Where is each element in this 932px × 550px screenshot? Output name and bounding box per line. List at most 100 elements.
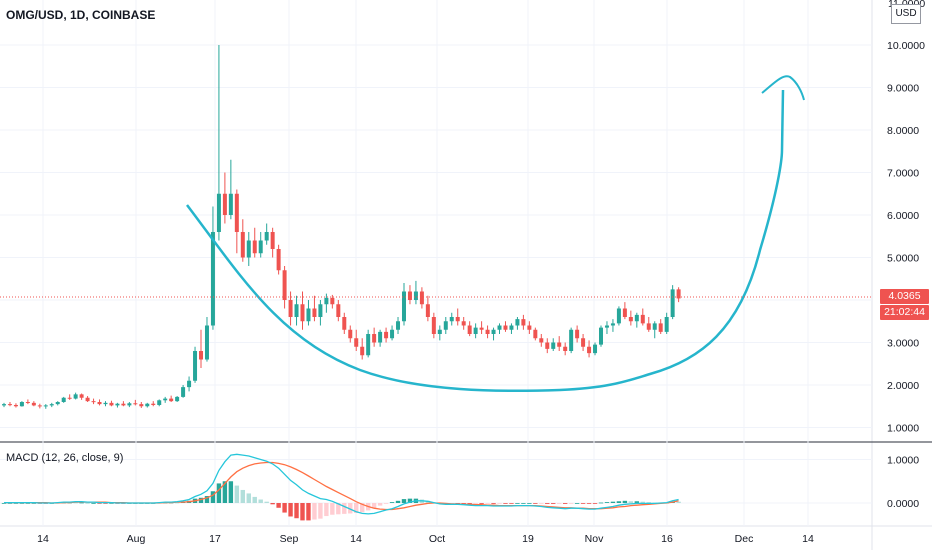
candle	[455, 308, 460, 326]
candle-body	[103, 402, 108, 405]
candle-body	[378, 331, 383, 343]
candle	[300, 291, 305, 330]
candle	[658, 319, 663, 334]
time-axis-labels: 14 Aug 17 Sep 14 Oct 19 Nov 16 Dec 14	[37, 533, 814, 545]
macd-histogram-bar	[312, 503, 317, 520]
candle	[491, 327, 496, 341]
candle-body	[187, 380, 192, 388]
candle-body	[121, 403, 126, 406]
candle-body	[204, 325, 209, 360]
candle-body	[563, 346, 568, 351]
candles-layer	[2, 45, 681, 409]
countdown-tag: 21:02:44	[880, 305, 929, 320]
macd-legend-label: MACD (12, 26, close, 9)	[6, 452, 124, 464]
macd-histogram-bar	[73, 502, 78, 504]
time-tick-label: Aug	[127, 533, 146, 545]
macd-histogram-bar	[318, 503, 323, 519]
candle-body	[658, 323, 663, 332]
macd-histogram-bar	[533, 503, 538, 504]
candle-body	[127, 403, 132, 406]
macd-histogram-bar	[330, 503, 335, 515]
price-tick-label: 9.0000	[887, 83, 919, 95]
time-tick-label: 17	[209, 533, 221, 545]
candle	[390, 325, 395, 341]
candle-body	[551, 342, 556, 349]
macd-histogram-bar	[216, 483, 222, 503]
macd-histogram-bar	[622, 500, 628, 503]
macd-histogram-bar	[300, 503, 305, 521]
price-tick-label: 10.0000	[887, 40, 925, 52]
candle	[622, 302, 627, 320]
macd-histogram-bar	[461, 503, 466, 504]
candle-body	[79, 394, 84, 398]
macd-histogram-bar	[574, 503, 580, 504]
candle	[19, 401, 24, 407]
candle	[401, 283, 406, 326]
candle-body	[306, 308, 311, 322]
candle-body	[437, 329, 442, 334]
candle-body	[581, 338, 586, 347]
candle	[49, 402, 54, 408]
macd-histogram-bar	[551, 503, 556, 504]
macd-histogram-bar	[210, 491, 216, 503]
macd-histogram-bar	[109, 503, 114, 504]
candle-body	[181, 387, 186, 397]
time-tick-label: 16	[661, 533, 673, 545]
macd-histogram-bar	[222, 481, 228, 503]
candle	[419, 287, 424, 309]
candle	[306, 300, 311, 326]
chart-title: OMG/USD, 1D, COINBASE	[6, 8, 156, 22]
price-tick-label: 5.0000	[887, 253, 919, 265]
macd-tick-label: 0.0000	[887, 498, 919, 510]
candle	[7, 402, 12, 407]
candle	[431, 312, 436, 339]
candle	[575, 325, 580, 343]
macd-histogram-bar	[270, 503, 275, 505]
candle-body	[91, 401, 96, 403]
macd-histogram-bar	[628, 501, 634, 503]
candle	[91, 398, 96, 405]
candle	[43, 404, 48, 409]
candle	[330, 294, 335, 309]
candle-body	[646, 323, 651, 330]
price-tick-label: 3.0000	[887, 338, 919, 350]
candle	[79, 393, 84, 400]
macd-histogram-bar	[604, 502, 610, 503]
candle	[103, 401, 108, 407]
candle-body	[604, 325, 609, 328]
candle	[599, 325, 603, 347]
macd-histogram-bar	[407, 498, 413, 503]
candle-body	[25, 402, 30, 403]
price-tick-label: 1.0000	[887, 423, 919, 435]
candle-body	[419, 291, 424, 305]
macd-histogram-bar	[580, 503, 586, 504]
candle	[264, 223, 269, 245]
macd-histogram-bar	[276, 503, 281, 508]
candle-body	[199, 351, 204, 360]
currency-unit-button[interactable]: USD	[891, 4, 921, 24]
macd-histogram-bar	[288, 503, 293, 517]
candle	[366, 329, 371, 358]
candle-body	[431, 317, 436, 334]
candle-body	[2, 404, 6, 406]
candle	[515, 317, 520, 330]
time-tick-label: Nov	[585, 533, 604, 545]
candle-body	[497, 325, 502, 330]
candle-body	[575, 329, 580, 339]
macd-histogram-bar	[7, 503, 13, 504]
macd-histogram-bar	[497, 503, 502, 504]
candle-body	[342, 317, 347, 330]
macd-histogram-bar	[491, 503, 496, 504]
candle	[181, 385, 186, 398]
candle-body	[479, 327, 484, 330]
candle-body	[252, 240, 257, 254]
candle-body	[407, 291, 412, 300]
candle-body	[175, 396, 180, 402]
candle	[234, 189, 239, 254]
candle	[509, 323, 514, 334]
macd-histogram-bar	[91, 503, 96, 504]
candle-body	[354, 338, 359, 347]
candle-body	[628, 317, 633, 322]
